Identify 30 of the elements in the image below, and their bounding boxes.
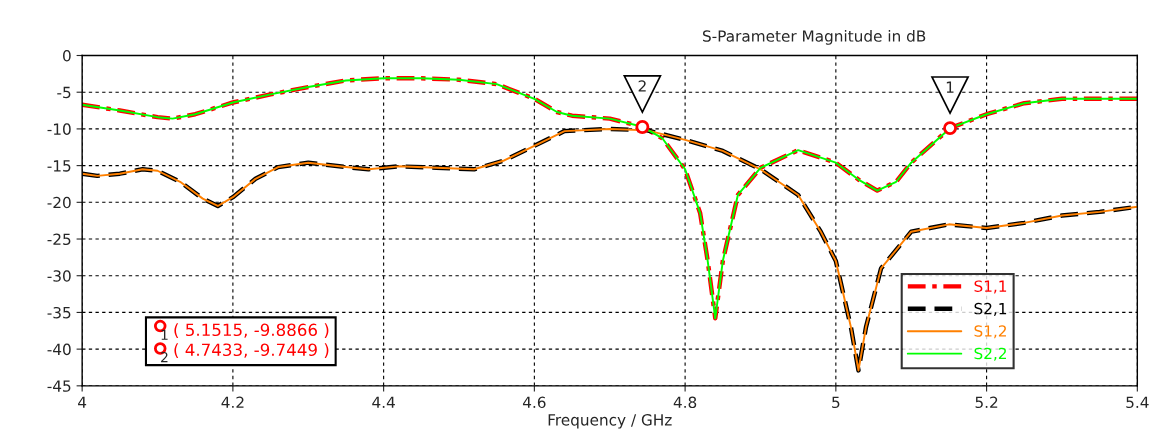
annotation: 2 [638, 80, 646, 92]
annotation: ( 4.7433, -9.7449 ) [174, 343, 329, 358]
x-tick-label: 5.4 [1126, 396, 1149, 409]
y-tick-label: -40 [47, 343, 71, 356]
annotation: ( 5.1515, -9.8866 ) [174, 323, 329, 339]
x-axis-title: Frequency / GHz [548, 414, 672, 429]
y-tick-label: -35 [47, 306, 71, 319]
x-tick-label: 5.2 [975, 396, 998, 409]
x-tick-label: 4.8 [673, 396, 697, 409]
chart-title: S-Parameter Magnitude in dB [702, 30, 926, 45]
y-tick-label: -15 [47, 160, 71, 172]
legend-label: S1,1 [974, 280, 1007, 294]
text: 2 [161, 351, 168, 363]
y-tick-label: -5 [57, 86, 71, 99]
x-tick-label: 4.4 [372, 396, 395, 408]
x-tick-label: 4.6 [522, 396, 546, 409]
annotation: 1 [946, 81, 954, 93]
legend-label: S2,1 [974, 302, 1007, 316]
x-tick-label: 5 [832, 396, 840, 409]
y-tick-label: -20 [47, 196, 71, 209]
y-tick-label: -10 [47, 123, 71, 135]
legend-label: S1,2 [974, 325, 1006, 339]
y-tick-label: -25 [47, 233, 71, 246]
text: 1 [161, 329, 168, 340]
legend-label: S2,2 [974, 347, 1006, 361]
y-tick-label: 0 [63, 49, 71, 62]
y-tick-label: -30 [47, 270, 71, 282]
x-tick-label: 4 [78, 396, 87, 408]
y-tick-label: -45 [47, 380, 71, 392]
x-tick-label: 4.2 [221, 396, 244, 408]
